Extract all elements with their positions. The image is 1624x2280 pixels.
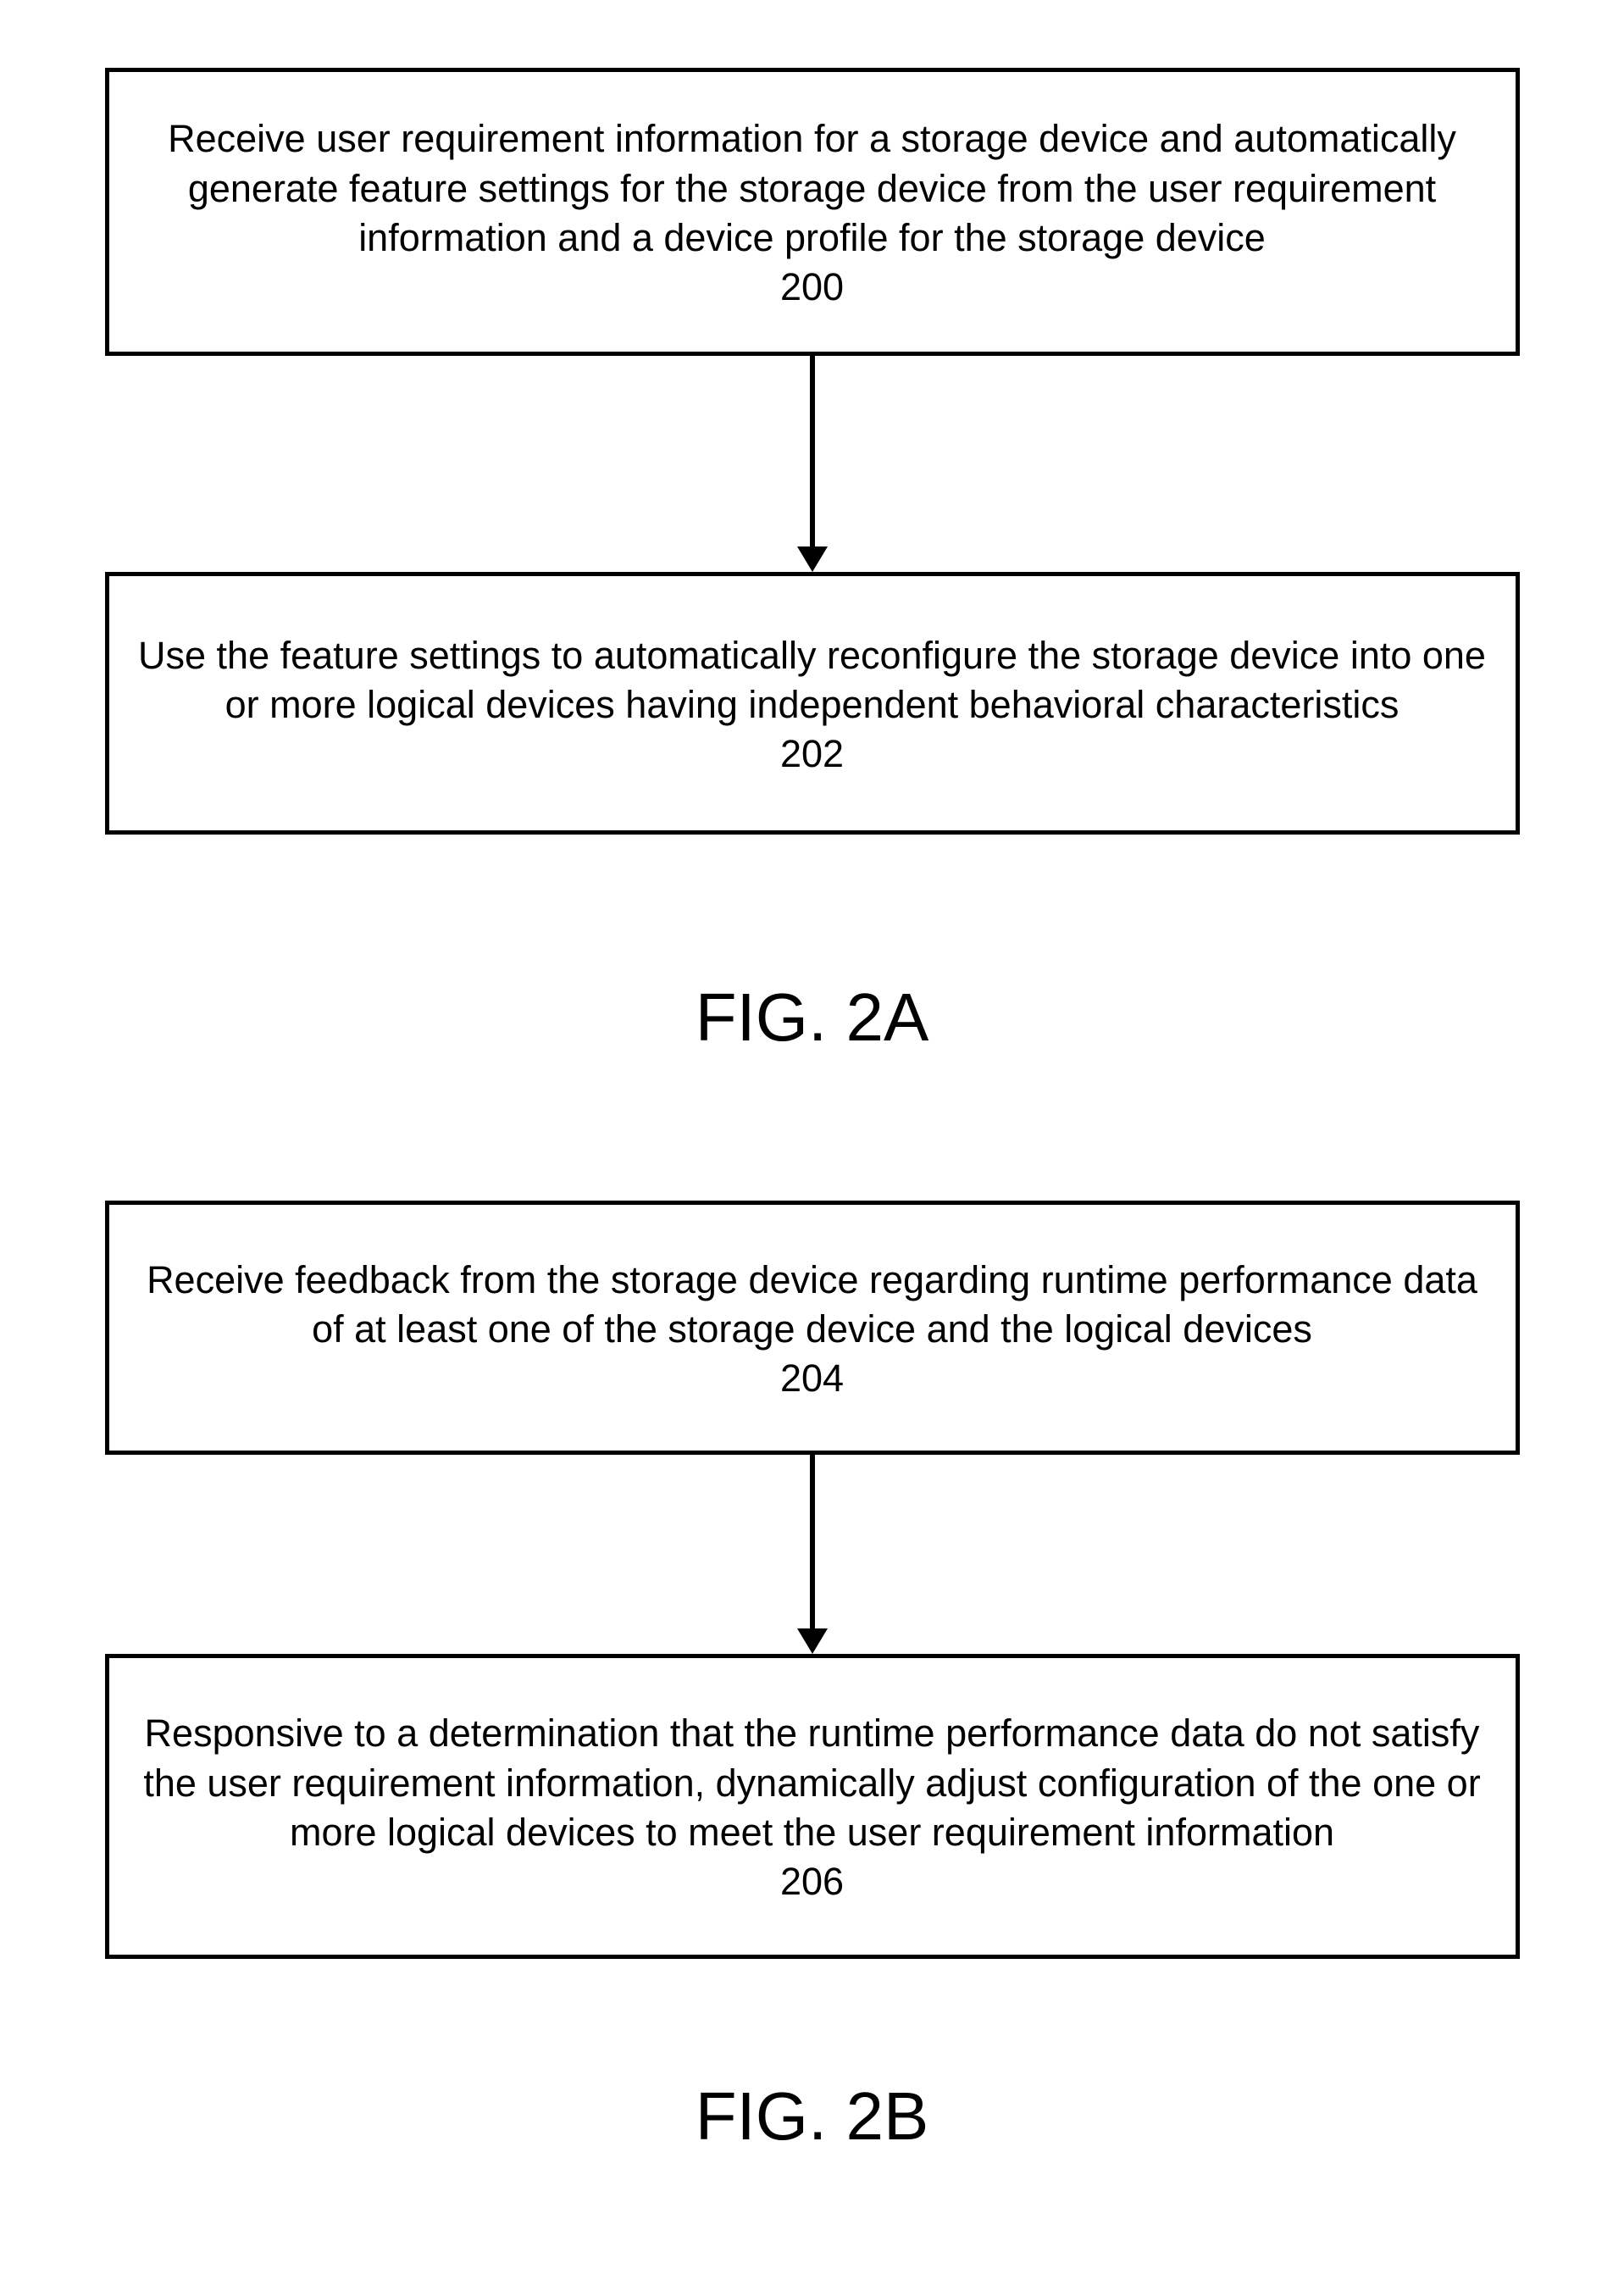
box-number: 200: [780, 265, 844, 309]
box-number: 206: [780, 1860, 844, 1904]
flowchart-2a: Receive user requirement information for…: [51, 68, 1573, 1057]
box-text: Receive user requirement information for…: [109, 114, 1516, 264]
arrow-head: [797, 1628, 828, 1654]
flowchart-box-202: Use the feature settings to automaticall…: [105, 572, 1520, 835]
arrow-down: [797, 1455, 828, 1654]
figure-label-2a: FIG. 2A: [696, 979, 929, 1057]
flowchart-2b: Receive feedback from the storage device…: [51, 1201, 1573, 2155]
box-text: Use the feature settings to automaticall…: [109, 631, 1516, 730]
arrow-line: [810, 356, 815, 546]
flowchart-box-206: Responsive to a determination that the r…: [105, 1654, 1520, 1959]
box-text: Receive feedback from the storage device…: [109, 1256, 1516, 1355]
box-number: 202: [780, 732, 844, 776]
arrow-head: [797, 546, 828, 572]
box-number: 204: [780, 1356, 844, 1401]
arrow-down: [797, 356, 828, 572]
flowchart-box-200: Receive user requirement information for…: [105, 68, 1520, 356]
arrow-line: [810, 1455, 815, 1628]
box-text: Responsive to a determination that the r…: [109, 1709, 1516, 1858]
figure-label-2b: FIG. 2B: [696, 2078, 929, 2155]
flowchart-box-204: Receive feedback from the storage device…: [105, 1201, 1520, 1455]
